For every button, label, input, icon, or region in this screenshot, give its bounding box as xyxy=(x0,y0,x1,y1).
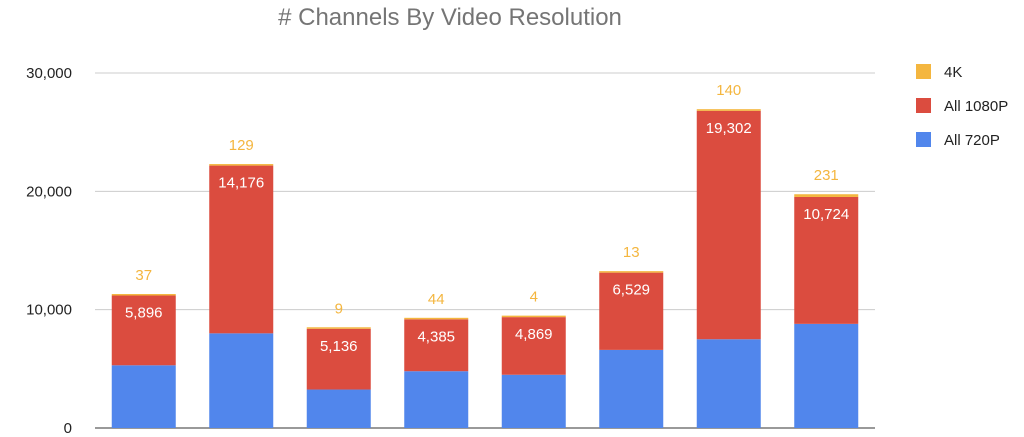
bar-segment-all-720p xyxy=(209,333,274,428)
legend-swatch-4k xyxy=(916,64,931,79)
chart-title: # Channels By Video Resolution xyxy=(278,4,622,31)
bar-segment-all-720p xyxy=(794,323,859,428)
legend-swatch-all-720p xyxy=(916,132,931,147)
bar-segment-all-720p xyxy=(599,349,664,428)
bar-segment-all-1080p xyxy=(209,165,274,334)
data-label-all-1080p: 10,724 xyxy=(803,206,849,223)
bar-segment-all-1080p xyxy=(404,319,469,372)
legend-label-all-720p: All 720P xyxy=(944,132,1000,149)
data-label-all-1080p: 5,136 xyxy=(320,338,358,355)
bar-segment-4k xyxy=(111,294,176,296)
bar-segment-all-720p xyxy=(306,389,371,428)
y-tick-label: 0 xyxy=(64,420,72,437)
bar-segment-all-720p xyxy=(501,374,566,428)
legend-label-all-1080p: All 1080P xyxy=(944,98,1008,115)
bar-segment-all-1080p xyxy=(306,328,371,390)
data-label-4k: 9 xyxy=(335,300,343,317)
bar-segment-4k xyxy=(404,317,469,320)
bar-segment-all-1080p xyxy=(599,272,664,350)
bar-segment-4k xyxy=(209,164,274,166)
bar-segment-all-1080p xyxy=(794,196,859,324)
bar-segment-4k xyxy=(501,315,566,318)
bar-segment-4k xyxy=(696,109,761,111)
bar-segment-all-1080p xyxy=(111,295,176,366)
data-label-4k: 140 xyxy=(716,82,741,99)
bar-segment-4k xyxy=(306,327,371,329)
data-label-all-1080p: 4,869 xyxy=(515,326,553,343)
data-label-all-1080p: 6,529 xyxy=(612,282,650,299)
data-label-4k: 4 xyxy=(530,289,538,306)
data-label-all-1080p: 14,176 xyxy=(218,175,264,192)
data-label-4k: 129 xyxy=(229,137,254,154)
bar-segment-all-720p xyxy=(111,365,176,428)
y-tick-label: 10,000 xyxy=(26,302,72,319)
y-tick-label: 30,000 xyxy=(26,65,72,82)
data-label-4k: 13 xyxy=(623,244,640,261)
bar-segment-all-720p xyxy=(696,339,761,428)
bar-segment-all-1080p xyxy=(501,317,566,375)
legend-swatch-all-1080p xyxy=(916,98,931,113)
data-label-4k: 231 xyxy=(814,167,839,184)
data-label-all-1080p: 19,302 xyxy=(706,120,752,137)
legend-label-4k: 4K xyxy=(944,64,962,81)
data-label-all-1080p: 4,385 xyxy=(417,328,455,345)
bar-segment-all-720p xyxy=(404,371,469,428)
data-label-4k: 44 xyxy=(428,291,445,308)
y-tick-label: 20,000 xyxy=(26,183,72,200)
data-label-4k: 37 xyxy=(135,267,152,284)
bar-segment-4k xyxy=(599,271,664,273)
bar-segment-all-1080p xyxy=(696,110,761,340)
data-label-all-1080p: 5,896 xyxy=(125,305,163,322)
bar-segment-4k xyxy=(794,194,859,197)
